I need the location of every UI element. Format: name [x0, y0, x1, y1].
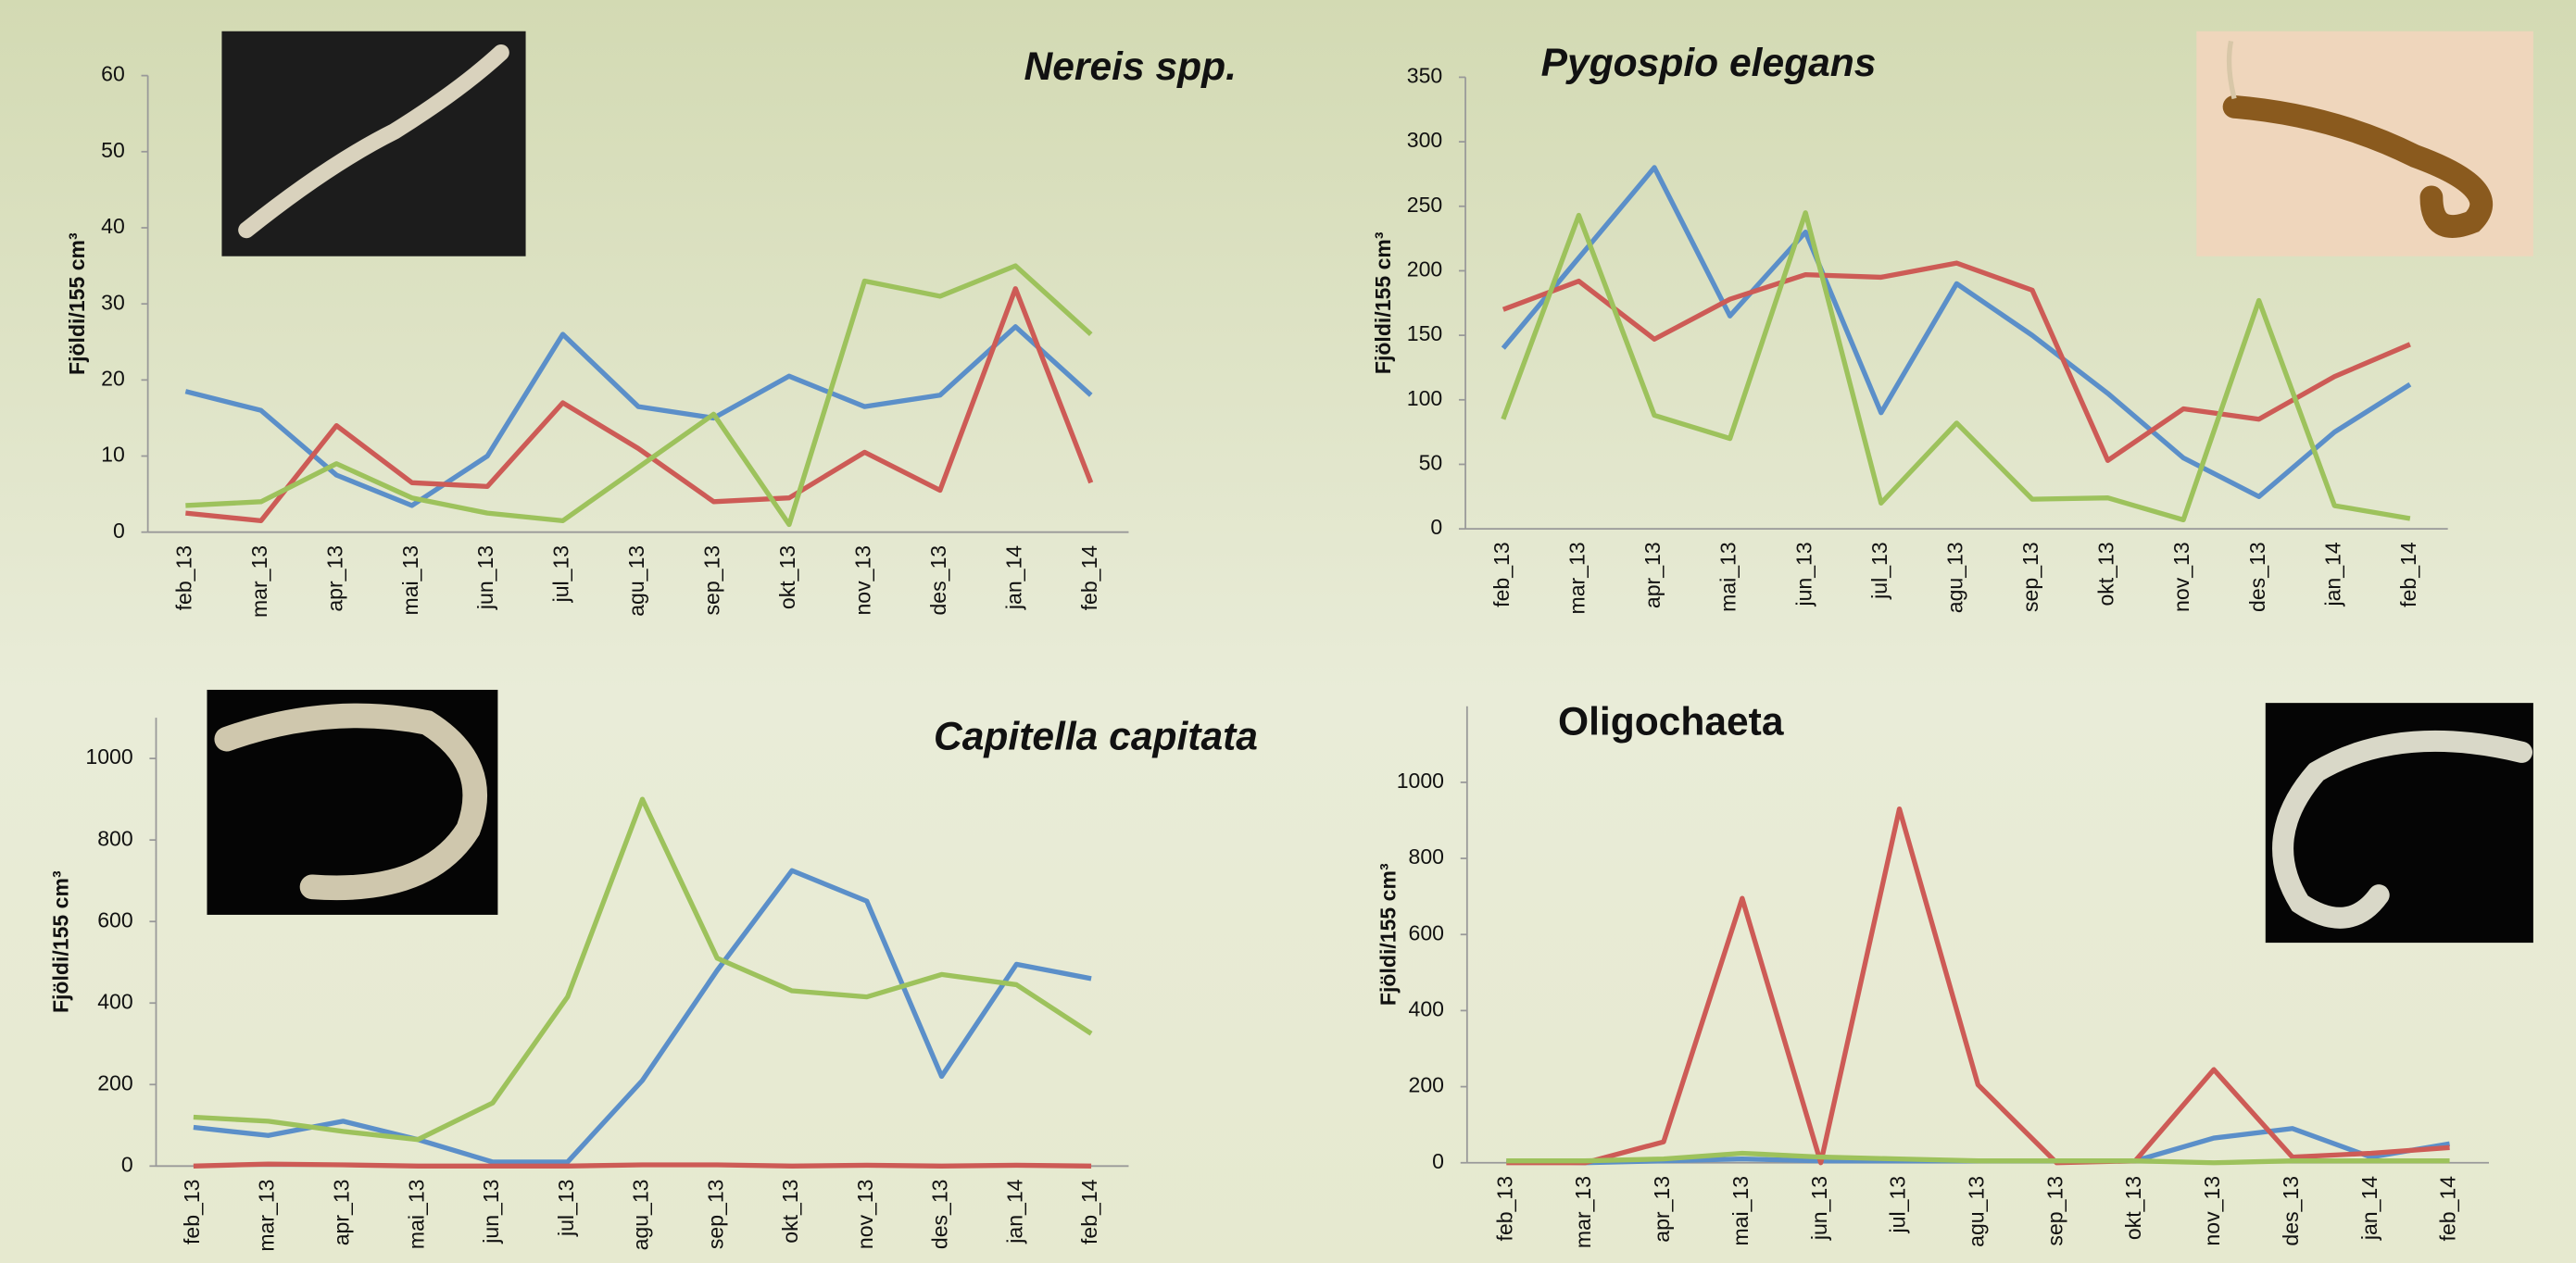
- x-tick-label: feb_14: [1077, 545, 1101, 611]
- y-axis-label: Fjöldi/155 cm³: [65, 232, 89, 375]
- x-tick-label: jul_13: [554, 1179, 578, 1237]
- x-tick-label: feb_14: [1077, 1179, 1101, 1244]
- x-tick-label: nov_13: [2169, 542, 2193, 612]
- x-tick-label: jan_14: [2357, 1176, 2381, 1241]
- y-tick-label: 600: [97, 907, 132, 932]
- x-tick-label: sep_13: [2042, 1176, 2067, 1246]
- x-tick-label: jul_13: [1886, 1176, 1910, 1234]
- x-tick-label: agu_13: [1965, 1176, 1989, 1247]
- y-tick-label: 150: [1407, 321, 1442, 345]
- x-tick-label: jan_14: [1002, 1179, 1026, 1244]
- x-tick-label: mar_13: [247, 545, 271, 618]
- x-tick-label: jan_14: [1001, 545, 1025, 610]
- series-line: [185, 266, 1090, 524]
- y-tick-label: 400: [97, 989, 132, 1013]
- y-tick-label: 50: [1419, 451, 1443, 475]
- x-tick-label: okt_13: [2094, 542, 2118, 606]
- x-tick-label: apr_13: [330, 1179, 354, 1245]
- y-tick-label: 30: [101, 290, 125, 314]
- y-tick-label: 50: [101, 138, 125, 162]
- y-tick-label: 40: [101, 214, 125, 238]
- x-tick-label: nov_13: [850, 545, 874, 616]
- x-tick-label: feb_13: [1489, 542, 1514, 606]
- y-tick-label: 0: [1430, 515, 1442, 539]
- series-line: [194, 1164, 1091, 1166]
- x-tick-label: mar_13: [255, 1179, 279, 1251]
- x-tick-label: nov_13: [2200, 1176, 2224, 1246]
- y-tick-label: 400: [1409, 996, 1444, 1020]
- series-line: [1503, 213, 2410, 520]
- y-tick-label: 600: [1409, 920, 1444, 944]
- x-tick-label: feb_13: [180, 1179, 204, 1244]
- photo: [207, 31, 2532, 943]
- x-tick-label: apr_13: [322, 545, 346, 612]
- series-line: [185, 327, 1090, 506]
- y-tick-label: 0: [121, 1152, 133, 1176]
- x-tick-label: feb_13: [1492, 1176, 1516, 1242]
- x-tick-label: des_13: [926, 545, 950, 616]
- x-tick-label: des_13: [928, 1179, 952, 1249]
- y-tick-label: 1000: [1397, 769, 1444, 793]
- y-tick-label: 800: [1409, 844, 1444, 869]
- x-tick-label: okt_13: [778, 1179, 802, 1243]
- y-axis-label: Fjöldi/155 cm³: [1376, 863, 1401, 1006]
- x-tick-label: agu_13: [624, 545, 648, 617]
- x-tick-label: feb_14: [2396, 542, 2420, 607]
- x-tick-label: jul_13: [549, 545, 573, 604]
- x-tick-label: jun_13: [479, 1179, 503, 1244]
- y-tick-label: 10: [101, 443, 125, 467]
- y-tick-label: 200: [1409, 1073, 1444, 1097]
- y-tick-label: 200: [97, 1070, 132, 1094]
- chart-title: Capitella capitata: [934, 714, 1258, 758]
- x-tick-label: feb_14: [2436, 1176, 2460, 1242]
- series-line: [1503, 263, 2410, 460]
- y-tick-label: 300: [1407, 128, 1442, 152]
- y-tick-label: 20: [101, 366, 125, 390]
- x-tick-label: feb_13: [171, 545, 195, 611]
- x-tick-label: apr_13: [1640, 542, 1665, 608]
- x-tick-label: sep_13: [2018, 542, 2042, 612]
- y-tick-label: 250: [1407, 193, 1442, 217]
- x-tick-label: sep_13: [703, 1179, 727, 1249]
- y-axis-label: Fjöldi/155 cm³: [48, 870, 72, 1013]
- y-tick-label: 0: [113, 519, 125, 543]
- x-tick-label: jun_13: [473, 545, 497, 610]
- y-tick-label: 0: [1432, 1149, 1444, 1173]
- y-tick-label: 1000: [85, 744, 132, 769]
- chart-grid: 0102030405060feb_13mar_13apr_13mai_13jun…: [0, 0, 2576, 1263]
- x-tick-label: des_13: [2245, 542, 2269, 612]
- x-tick-label: jun_13: [1791, 542, 1816, 606]
- chart-title: Pygospio elegans: [1541, 41, 1877, 85]
- x-tick-label: mai_13: [398, 545, 422, 616]
- y-tick-label: 800: [97, 826, 132, 850]
- x-tick-label: jun_13: [1807, 1176, 1831, 1241]
- y-tick-label: 100: [1407, 386, 1442, 410]
- x-tick-label: mai_13: [1728, 1176, 1753, 1246]
- chart-title: Oligochaeta: [1558, 699, 1784, 744]
- x-tick-label: agu_13: [629, 1179, 653, 1250]
- x-tick-label: jan_14: [2320, 542, 2344, 606]
- x-tick-label: jul_13: [1867, 542, 1891, 600]
- x-tick-label: mar_13: [1565, 542, 1590, 614]
- x-tick-label: apr_13: [1650, 1176, 1674, 1243]
- y-tick-label: 350: [1407, 64, 1442, 88]
- chart-title: Nereis spp.: [1024, 44, 1237, 89]
- x-tick-label: mai_13: [404, 1179, 428, 1249]
- page: 0102030405060feb_13mar_13apr_13mai_13jun…: [0, 0, 2576, 1263]
- y-axis-label: Fjöldi/155 cm³: [1371, 231, 1395, 374]
- y-tick-label: 60: [101, 62, 125, 86]
- x-tick-label: sep_13: [700, 545, 724, 616]
- x-tick-label: mar_13: [1571, 1176, 1595, 1248]
- y-tick-label: 200: [1407, 257, 1442, 281]
- x-tick-label: okt_13: [775, 545, 799, 609]
- x-tick-label: des_13: [2279, 1176, 2303, 1246]
- x-tick-label: okt_13: [2121, 1176, 2145, 1240]
- x-tick-label: mai_13: [1716, 542, 1740, 612]
- x-tick-label: nov_13: [853, 1179, 877, 1249]
- x-tick-label: agu_13: [1942, 542, 1967, 613]
